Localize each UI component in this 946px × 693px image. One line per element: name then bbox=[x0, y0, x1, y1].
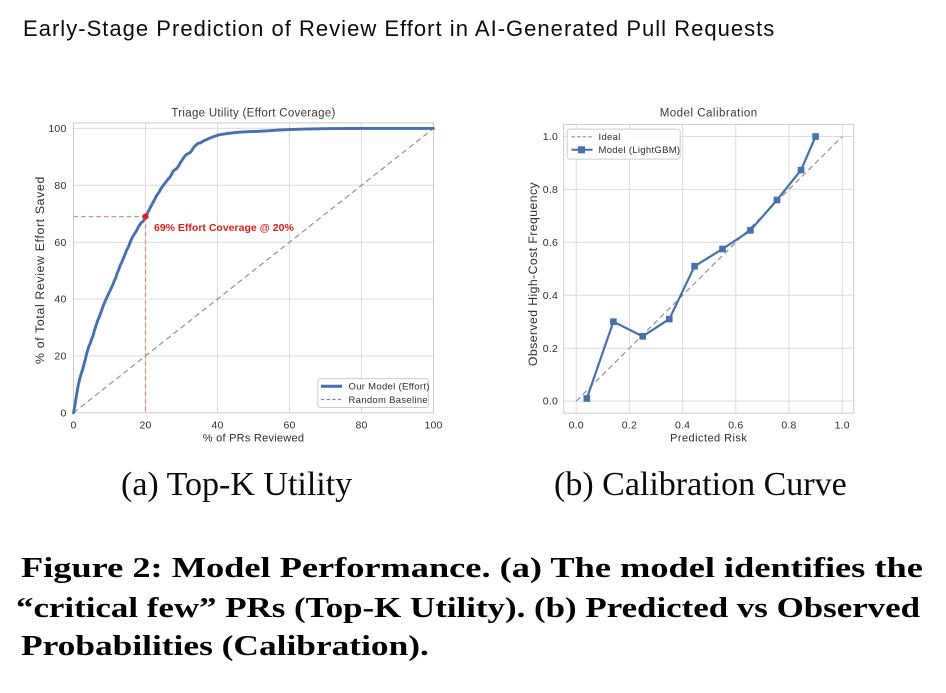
svg-text:1.0: 1.0 bbox=[835, 419, 850, 431]
svg-text:0: 0 bbox=[70, 419, 76, 431]
svg-text:80: 80 bbox=[54, 180, 66, 192]
svg-text:0.4: 0.4 bbox=[543, 290, 558, 302]
svg-text:60: 60 bbox=[283, 419, 295, 431]
svg-text:Ideal: Ideal bbox=[599, 132, 621, 143]
svg-text:Observed High-Cost Frequency: Observed High-Cost Frequency bbox=[526, 181, 540, 366]
svg-text:Random Baseline: Random Baseline bbox=[349, 395, 429, 406]
svg-text:% of Total Review Effort Saved: % of Total Review Effort Saved bbox=[33, 176, 47, 364]
svg-text:0.0: 0.0 bbox=[543, 396, 558, 408]
svg-text:% of PRs Reviewed: % of PRs Reviewed bbox=[203, 433, 304, 445]
svg-text:0.0: 0.0 bbox=[569, 419, 584, 431]
svg-text:Model (LightGBM): Model (LightGBM) bbox=[599, 145, 681, 156]
svg-text:80: 80 bbox=[355, 419, 367, 431]
svg-text:0.6: 0.6 bbox=[543, 237, 558, 249]
svg-text:40: 40 bbox=[54, 294, 66, 306]
svg-text:100: 100 bbox=[424, 419, 442, 431]
svg-text:0.8: 0.8 bbox=[543, 184, 558, 196]
svg-text:60: 60 bbox=[54, 237, 66, 249]
svg-text:69% Effort Coverage @ 20%: 69% Effort Coverage @ 20% bbox=[154, 222, 294, 234]
svg-text:40: 40 bbox=[211, 419, 223, 431]
svg-text:0.8: 0.8 bbox=[781, 419, 796, 431]
svg-text:0.2: 0.2 bbox=[622, 419, 637, 431]
svg-text:Model Calibration: Model Calibration bbox=[660, 108, 758, 120]
svg-text:0.4: 0.4 bbox=[675, 419, 690, 431]
svg-text:20: 20 bbox=[54, 351, 66, 363]
svg-text:0.6: 0.6 bbox=[728, 419, 743, 431]
svg-text:Triage Utility (Effort Coverag: Triage Utility (Effort Coverage) bbox=[171, 108, 335, 120]
svg-text:0.2: 0.2 bbox=[543, 343, 558, 355]
svg-text:100: 100 bbox=[48, 123, 66, 135]
svg-text:1.0: 1.0 bbox=[543, 131, 558, 143]
svg-text:Predicted Risk: Predicted Risk bbox=[670, 433, 747, 445]
svg-text:Our Model (Effort): Our Model (Effort) bbox=[349, 382, 430, 393]
svg-text:20: 20 bbox=[139, 419, 151, 431]
svg-text:0: 0 bbox=[60, 407, 66, 419]
